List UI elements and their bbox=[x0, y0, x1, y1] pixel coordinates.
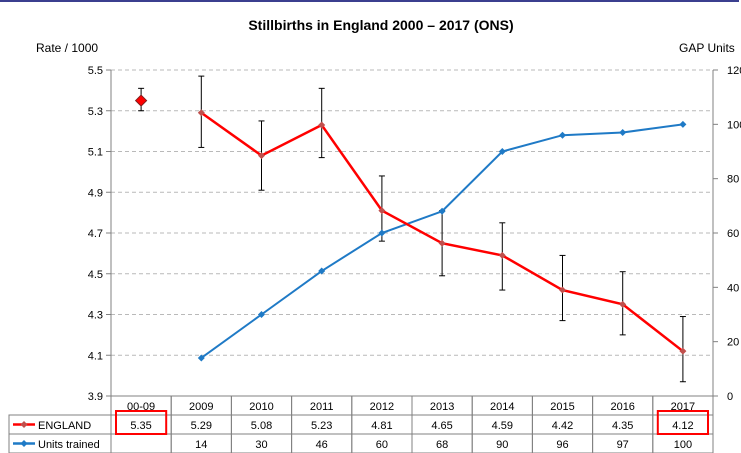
table-value-label: 68 bbox=[436, 439, 448, 451]
data-table: 00-09 2009 2010 2011 2012 2013 2014 2015 2016 201… bbox=[8, 395, 714, 453]
table-value-label: 5.35 bbox=[130, 420, 151, 432]
y-right-tick-label: 20 bbox=[727, 337, 739, 349]
table-value-label: 5.08 bbox=[251, 420, 272, 432]
y-left-tick-label: 4.7 bbox=[88, 228, 103, 240]
table-value-label: 100 bbox=[674, 439, 692, 451]
y-right-tick-label: 0 bbox=[727, 391, 733, 403]
table-value-label: 4.12 bbox=[672, 420, 693, 432]
series-lines bbox=[134, 94, 687, 362]
y-right-tick-label: 40 bbox=[727, 282, 739, 294]
y-left-tick-label: 5.5 bbox=[88, 65, 103, 77]
units-trained-marker bbox=[438, 207, 446, 215]
table-value-label: 96 bbox=[556, 439, 568, 451]
table-value-label: 4.65 bbox=[431, 420, 452, 432]
grid-lines bbox=[111, 69, 713, 356]
legend-series-name: Units trained bbox=[38, 439, 100, 451]
y-left-tick-label: 4.3 bbox=[88, 310, 103, 322]
table-value-label: 14 bbox=[195, 439, 207, 451]
england-marker bbox=[619, 300, 627, 308]
table-value-label: 60 bbox=[376, 439, 388, 451]
england-marker bbox=[134, 94, 148, 107]
units-trained-marker bbox=[559, 131, 566, 139]
y-left-tick-label: 5.1 bbox=[88, 147, 103, 159]
y-right-axis-label: GAP Units bbox=[679, 41, 735, 55]
y-right-tick-label: 120 bbox=[727, 65, 741, 77]
england-marker bbox=[679, 347, 687, 355]
y-left-tick-label: 3.9 bbox=[88, 391, 103, 403]
x-category-label: 2010 bbox=[249, 401, 273, 413]
units-trained-marker bbox=[498, 148, 506, 155]
x-category-label: 2012 bbox=[370, 401, 394, 413]
highlight-box bbox=[115, 410, 168, 435]
highlight-box bbox=[656, 410, 709, 435]
x-category-label: 2015 bbox=[550, 401, 574, 413]
table-value-label: 4.42 bbox=[552, 420, 573, 432]
y-left-tick-label: 4.1 bbox=[88, 350, 103, 362]
y-right-tick-label: 60 bbox=[727, 228, 739, 240]
england-marker bbox=[559, 286, 566, 294]
y-left-tick-label: 5.3 bbox=[88, 106, 103, 118]
chart-title: Stillbirths in England 2000 – 2017 (ONS) bbox=[248, 17, 513, 33]
table-value-label: 90 bbox=[496, 439, 508, 451]
england-marker bbox=[438, 239, 446, 247]
x-category-label: 2011 bbox=[310, 401, 334, 413]
table-value-label: 4.59 bbox=[492, 420, 513, 432]
legend-marker-swatch bbox=[20, 421, 28, 428]
legend-marker-swatch bbox=[20, 440, 28, 447]
table-value-label: 30 bbox=[255, 439, 267, 451]
y-right-tick-label: 100 bbox=[727, 119, 741, 131]
legend-series-name: ENGLAND bbox=[38, 420, 91, 432]
x-category-label: 2013 bbox=[430, 401, 454, 413]
england-marker bbox=[378, 207, 386, 215]
england-marker bbox=[498, 251, 506, 259]
units-trained-marker bbox=[378, 229, 386, 237]
y-right-tick-label: 80 bbox=[727, 174, 739, 186]
units-trained-marker bbox=[619, 128, 627, 136]
england-marker bbox=[197, 109, 205, 117]
table-value-label: 5.29 bbox=[191, 420, 212, 432]
error-bars bbox=[138, 75, 686, 383]
units-trained-marker bbox=[197, 354, 205, 362]
table-value-label: 4.81 bbox=[371, 420, 392, 432]
table-value-label: 46 bbox=[316, 439, 328, 451]
table-value-label: 4.35 bbox=[612, 420, 633, 432]
england-marker bbox=[258, 152, 265, 160]
x-category-label: 2016 bbox=[610, 401, 634, 413]
units-trained-marker bbox=[258, 311, 265, 318]
table-value-cell bbox=[110, 433, 172, 453]
y-left-tick-label: 4.9 bbox=[88, 187, 103, 199]
x-category-label: 2014 bbox=[490, 401, 514, 413]
y-left-axis-label: Rate / 1000 bbox=[36, 41, 98, 55]
units-trained-marker bbox=[318, 267, 326, 275]
y-left-tick-label: 4.5 bbox=[88, 269, 103, 281]
units-trained-marker bbox=[679, 120, 687, 128]
table-value-label: 97 bbox=[617, 439, 629, 451]
x-category-label: 2009 bbox=[189, 401, 213, 413]
england-marker bbox=[318, 121, 326, 129]
axes: 5.5 5.3 5.1 4.9 4.7 4.5 4.3 4.1 3.9 120 100 80 60 40 2… bbox=[88, 65, 741, 403]
table-value-label: 5.23 bbox=[311, 420, 332, 432]
